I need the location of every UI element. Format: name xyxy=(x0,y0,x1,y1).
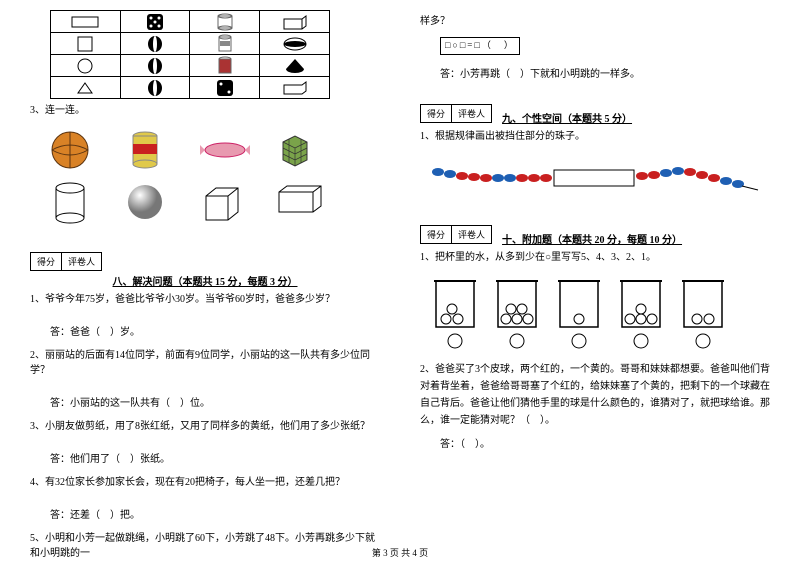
cuboid-shape-icon xyxy=(275,182,315,222)
cup-3 xyxy=(554,277,604,349)
cup-2 xyxy=(492,277,542,349)
beads-pattern xyxy=(430,156,770,199)
a8-1: 答：爸爸（ ）岁。 xyxy=(30,325,380,340)
q10-2: 2、爸爸买了3个皮球，两个红的，一个黄的。哥哥和妹妹都想要。爸爸叫他们背对着背坐… xyxy=(420,361,770,429)
q8-2: 2、丽丽站的后面有14位同学，前面有9位同学，小丽站的这一队共有多少位同学？ xyxy=(30,348,380,378)
can-icon xyxy=(125,130,165,170)
score-box: 得分评卷人 xyxy=(30,252,102,271)
right-column: 样多？ □○□=□（ ） 答：小芳再跳（ ）下就和小明跳的一样多。 得分评卷人 … xyxy=(420,10,770,540)
basketball-icon xyxy=(50,130,90,170)
a8-3: 答：他们用了（ ）张纸。 xyxy=(30,452,380,467)
cube-shape-icon xyxy=(200,182,240,222)
rubiks-cube-icon xyxy=(275,130,315,170)
q8-3: 3、小朋友做剪纸，用了8张红纸，又用了同样多的黄纸，他们用了多少张纸？ xyxy=(30,419,380,434)
score-box-10: 得分评卷人 xyxy=(420,225,492,244)
equation-box: □○□=□（ ） xyxy=(440,37,520,55)
grader-label: 评卷人 xyxy=(62,253,101,270)
q8-1: 1、爷爷今年75岁，爸爸比爷爷小30岁。当爷爷60岁时，爸爸多少岁？ xyxy=(30,292,380,307)
score-box-9: 得分评卷人 xyxy=(420,104,492,123)
candy-icon xyxy=(200,130,240,170)
a8-4: 答：还差（ ）把。 xyxy=(30,508,380,523)
a10-2: 答：（ ）。 xyxy=(420,437,770,452)
cylinder-shape-icon xyxy=(50,182,90,222)
cups-row xyxy=(430,277,770,349)
section-9-heading: 九、个性空间（本题共 5 分） xyxy=(502,110,632,125)
shape-row xyxy=(50,182,380,222)
cup-4 xyxy=(616,277,666,349)
shape-match-table xyxy=(50,10,330,99)
sphere-shape-icon xyxy=(125,182,165,222)
q5-cont: 样多？ xyxy=(420,14,770,29)
page-footer: 第 3 页 共 4 页 xyxy=(0,546,800,559)
left-column: 3、连一连。 得分评卷人 八、解决问题（本题共 15 分，每题 3 分） 1、爷… xyxy=(30,10,380,540)
a8-5: 答：小芳再跳（ ）下就和小明跳的一样多。 xyxy=(420,67,770,82)
q10-1: 1、把杯里的水，从多到少在○里写写5、4、3、2、1。 xyxy=(420,250,770,265)
q8-4: 4、有32位家长参加家长会，现在有20把椅子，每人坐一把，还差几把？ xyxy=(30,475,380,490)
section-8-heading: 八、解决问题（本题共 15 分，每题 3 分） xyxy=(30,273,380,288)
cup-5 xyxy=(678,277,728,349)
score-label: 得分 xyxy=(31,253,62,270)
q3-label: 3、连一连。 xyxy=(30,103,380,118)
cup-1 xyxy=(430,277,480,349)
q9-1: 1、根据规律画出被挡住部分的珠子。 xyxy=(420,129,770,144)
product-row xyxy=(50,130,380,170)
section-10-heading: 十、附加题（本题共 20 分，每题 10 分） xyxy=(502,231,682,246)
a8-2: 答：小丽站的这一队共有（ ）位。 xyxy=(30,396,380,411)
